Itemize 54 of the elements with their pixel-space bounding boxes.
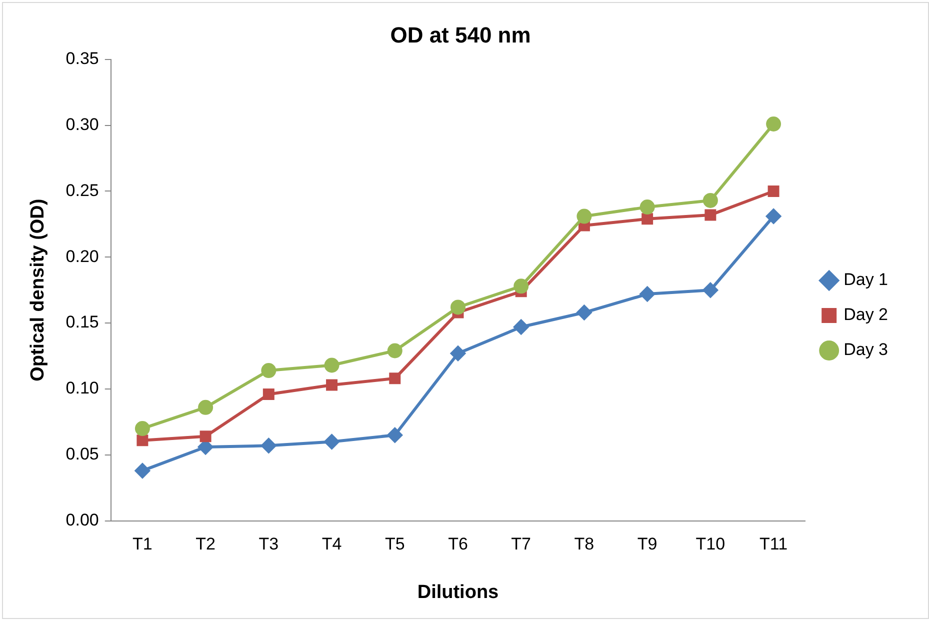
point — [450, 300, 466, 315]
point — [324, 358, 340, 373]
point — [704, 209, 716, 221]
x-tick-label: T3 — [258, 534, 279, 554]
chart-title: OD at 540 nm — [390, 22, 531, 48]
legend-label: Day 1 — [844, 270, 888, 290]
y-tick-label: 0.00 — [66, 510, 99, 530]
point — [261, 438, 276, 454]
point — [134, 421, 150, 436]
point — [134, 463, 150, 478]
x-tick-label: T8 — [574, 534, 594, 554]
y-axis-title: Optical density (OD) — [28, 198, 49, 382]
point — [514, 320, 529, 335]
point — [576, 305, 592, 320]
legend-label: Day 2 — [844, 305, 888, 324]
point — [514, 278, 529, 294]
point — [387, 428, 402, 443]
point — [640, 286, 655, 302]
x-tick-label: T6 — [448, 534, 468, 554]
point — [324, 434, 340, 450]
point — [387, 343, 402, 358]
point — [702, 192, 718, 208]
point — [450, 346, 466, 361]
point — [198, 400, 214, 415]
y-tick-label: 0.35 — [66, 49, 99, 68]
point — [766, 116, 782, 132]
point — [766, 208, 782, 224]
x-tick-label: T10 — [696, 534, 726, 554]
point — [702, 282, 718, 298]
point — [261, 363, 276, 378]
point — [640, 200, 655, 215]
x-tick-label: T1 — [132, 534, 152, 554]
x-tick-label: T7 — [511, 534, 532, 554]
y-tick-label: 0.05 — [66, 444, 99, 464]
x-tick-label: T11 — [760, 534, 788, 554]
x-axis-title: Dilutions — [417, 582, 499, 603]
y-tick-label: 0.15 — [66, 312, 99, 332]
point — [326, 379, 338, 391]
point — [768, 185, 780, 197]
x-tick-label: T4 — [322, 534, 342, 554]
y-tick-label: 0.25 — [66, 180, 99, 200]
point — [200, 430, 212, 442]
x-tick-label: T2 — [196, 534, 216, 554]
legend-label: Day 3 — [844, 340, 888, 360]
x-tick-label: T9 — [637, 534, 658, 554]
y-tick-label: 0.20 — [66, 246, 99, 266]
x-tick-label: T5 — [384, 534, 405, 554]
y-tick-label: 0.30 — [66, 115, 99, 134]
point — [576, 208, 592, 224]
point — [136, 434, 148, 446]
y-tick-label: 0.10 — [66, 378, 99, 398]
point — [389, 372, 401, 384]
point — [642, 213, 654, 225]
point — [262, 388, 274, 400]
